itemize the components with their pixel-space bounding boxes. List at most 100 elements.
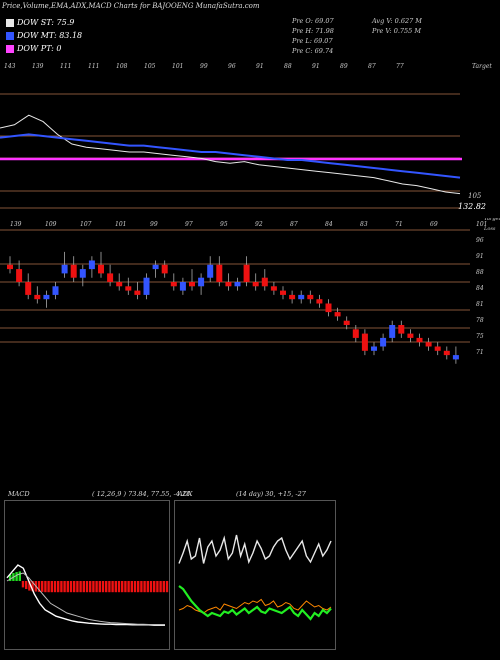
candle-body <box>298 294 305 300</box>
adx-line <box>178 534 332 565</box>
candle-body <box>16 269 23 282</box>
candle-body <box>371 346 377 351</box>
macd-histogram-bar <box>114 581 117 593</box>
macd-histogram-bar <box>153 581 156 593</box>
candle-body <box>143 277 150 295</box>
macd-histogram-bar <box>98 581 101 593</box>
macd-histogram-bar <box>92 581 95 593</box>
pre-volume: Pre V: 0.755 M <box>372 27 422 35</box>
macd-histogram-bar <box>79 581 82 593</box>
pre-open: Pre O: 69.07 <box>292 17 334 25</box>
dow-st-swatch <box>6 18 14 27</box>
ema-top-label: 111 <box>60 63 71 70</box>
dow-pt-swatch <box>6 44 14 53</box>
macd-histogram-bar <box>37 581 41 592</box>
macd-line <box>6 564 165 626</box>
price-top-label: 71 <box>395 221 403 228</box>
candle-body <box>7 264 13 270</box>
candle-body <box>352 329 359 338</box>
macd-histogram-bar <box>105 581 108 593</box>
candle-body <box>107 273 114 282</box>
price-top-label: 101 <box>115 221 126 228</box>
price-chart: 139 109 107 101 99 97 95 92 87 84 83 71 69 101 96 91 88 8… <box>0 218 500 364</box>
candle-body <box>252 282 259 287</box>
candle-body <box>280 290 286 295</box>
price-top-label: 84 <box>325 221 333 228</box>
price-axis-label: 78 <box>476 317 484 324</box>
candle-body <box>407 333 414 338</box>
macd-histogram-bar <box>60 581 63 593</box>
adx-panel <box>174 500 336 650</box>
ema-top-label: 89 <box>340 63 348 70</box>
macd-histogram-bar <box>15 572 18 581</box>
macd-histogram-bar <box>127 581 130 593</box>
macd-histogram-bar <box>63 581 66 593</box>
candle-body <box>334 312 341 317</box>
candle-body <box>125 286 132 291</box>
macd-histogram-bar <box>130 581 133 593</box>
candle-body <box>179 282 186 291</box>
candle-body <box>325 303 332 313</box>
ema-top-label: Target <box>472 63 492 70</box>
ema-top-label: 105 <box>144 63 156 70</box>
price-axis-label: 101 <box>476 221 487 228</box>
candle-body <box>61 264 68 274</box>
macd-histogram-bar <box>124 581 127 593</box>
ema-right-label: 105 <box>468 192 482 200</box>
price-top-label: 97 <box>185 221 193 228</box>
candle-body <box>270 286 277 291</box>
candle-body <box>216 264 223 282</box>
macd-histogram-bar <box>143 581 146 593</box>
macd-histogram-bar <box>47 581 50 593</box>
macd-histogram-bar <box>159 581 162 593</box>
candle-body <box>79 269 86 278</box>
pre-low: Pre L: 69.07 <box>292 37 333 45</box>
ema-top-label: 139 <box>32 63 44 70</box>
dow-mt-label: DOW MT: 83.18 <box>17 31 83 40</box>
candle-body <box>88 260 95 270</box>
adx-params: (14 day) 30, +15, -27 <box>236 490 306 498</box>
ema-last-value: 132.82 <box>458 202 486 211</box>
candle-body <box>34 294 41 300</box>
candle-body <box>443 350 450 356</box>
price-axis-suffix: Target <box>484 218 500 222</box>
macd-histogram-bar <box>66 581 69 593</box>
price-top-label: 139 <box>10 221 22 228</box>
ema-top-label: 101 <box>172 63 183 70</box>
adx-label: ADX <box>178 490 193 498</box>
avg-volume: Avg V: 0.627 M <box>372 17 422 25</box>
macd-histogram-bar <box>9 574 12 581</box>
macd-histogram-bar <box>69 581 73 593</box>
macd-histogram-bar <box>101 581 105 593</box>
ema-top-label: 91 <box>256 63 264 70</box>
candle-body <box>261 277 268 287</box>
macd-histogram-bar <box>89 581 92 593</box>
macd-histogram-bar <box>25 581 28 589</box>
pre-high: Pre H: 71.98 <box>292 27 334 35</box>
macd-histogram-bar <box>44 581 47 593</box>
macd-histogram-bar <box>95 581 98 593</box>
price-axis-suffix: Loss <box>483 226 496 232</box>
price-axis-label: 81 <box>476 301 484 308</box>
macd-panel <box>4 500 170 650</box>
macd-histogram-bar <box>165 581 169 593</box>
ema-series-line <box>0 114 461 195</box>
ema-top-label: 88 <box>284 63 292 70</box>
candle-body <box>207 264 214 278</box>
macd-histogram-bar <box>111 581 114 593</box>
macd-histogram-bar <box>53 581 57 593</box>
candle-body <box>134 290 141 295</box>
candle-body <box>234 282 241 287</box>
candle-body <box>434 346 441 351</box>
candle-body <box>425 342 432 347</box>
dow-mt-swatch <box>6 31 14 40</box>
macd-histogram-bar <box>121 581 124 593</box>
macd-histogram-bar <box>117 581 121 593</box>
macd-histogram-bar <box>76 581 79 593</box>
price-top-label: 109 <box>45 221 57 228</box>
dow-pt-label: DOW PT: 0 <box>17 44 62 53</box>
candle-body <box>98 264 104 274</box>
ema-top-label: 111 <box>88 63 99 70</box>
candle-body <box>343 320 350 325</box>
macd-histogram-bar <box>73 581 76 593</box>
